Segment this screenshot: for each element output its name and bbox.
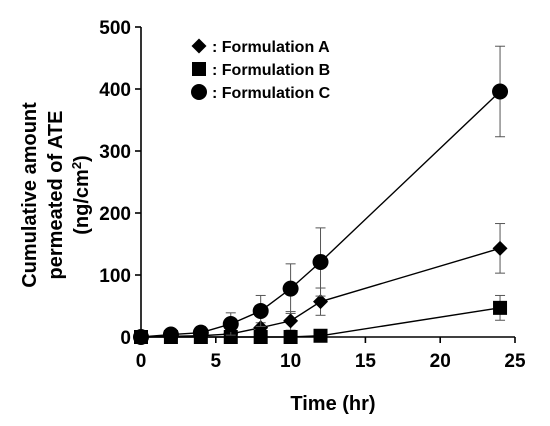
data-point bbox=[192, 324, 209, 341]
x-tick-label: 25 bbox=[504, 351, 526, 372]
legend-label-1: : Formulation A bbox=[212, 39, 330, 56]
x-tick-label: 20 bbox=[430, 351, 451, 372]
y-tick-label: 200 bbox=[99, 204, 131, 225]
data-point bbox=[222, 315, 239, 332]
data-point bbox=[493, 300, 508, 315]
legend-marker-2 bbox=[192, 62, 206, 76]
x-axis-title: Time (hr) bbox=[290, 393, 375, 415]
y-axis-title: Cumulative amount permeated of ATE (ng/c… bbox=[19, 102, 93, 288]
data-point bbox=[313, 328, 328, 343]
legend-marker-3 bbox=[191, 84, 207, 100]
y-axis-title-line-1: Cumulative amount bbox=[19, 102, 41, 288]
x-tick-label: 0 bbox=[136, 351, 147, 372]
legend: : Formulation A : Formulation B : Formulat… bbox=[191, 38, 331, 102]
data-point bbox=[162, 326, 179, 343]
data-point bbox=[282, 280, 299, 297]
y-tick-label: 500 bbox=[99, 18, 131, 39]
x-tick-label: 10 bbox=[280, 351, 301, 372]
data-point bbox=[312, 253, 329, 270]
data-point bbox=[492, 83, 509, 100]
y-axis-title-line-3: (ng/cm2) bbox=[69, 155, 93, 234]
y-tick-label: 400 bbox=[99, 80, 131, 101]
legend-label-3: : Formulation C bbox=[212, 85, 331, 102]
data-point bbox=[252, 302, 269, 319]
x-tick-label: 5 bbox=[211, 351, 222, 372]
legend-label-2: : Formulation B bbox=[212, 62, 330, 79]
x-tick-label: 15 bbox=[355, 351, 377, 372]
y-axis-title-line-2: permeated of ATE bbox=[45, 111, 67, 280]
y-tick-label: 300 bbox=[99, 142, 131, 163]
series-3 bbox=[133, 45, 509, 345]
data-point bbox=[313, 294, 329, 310]
plot-area bbox=[133, 45, 509, 345]
data-point bbox=[283, 313, 299, 329]
y-tick-label: 0 bbox=[120, 328, 131, 349]
legend-marker-1 bbox=[191, 38, 207, 54]
axes: 0 100 200 300 400 500 0 5 10 15 20 25 bbox=[99, 18, 526, 372]
data-point bbox=[492, 240, 508, 256]
y-tick-label: 100 bbox=[99, 266, 131, 287]
